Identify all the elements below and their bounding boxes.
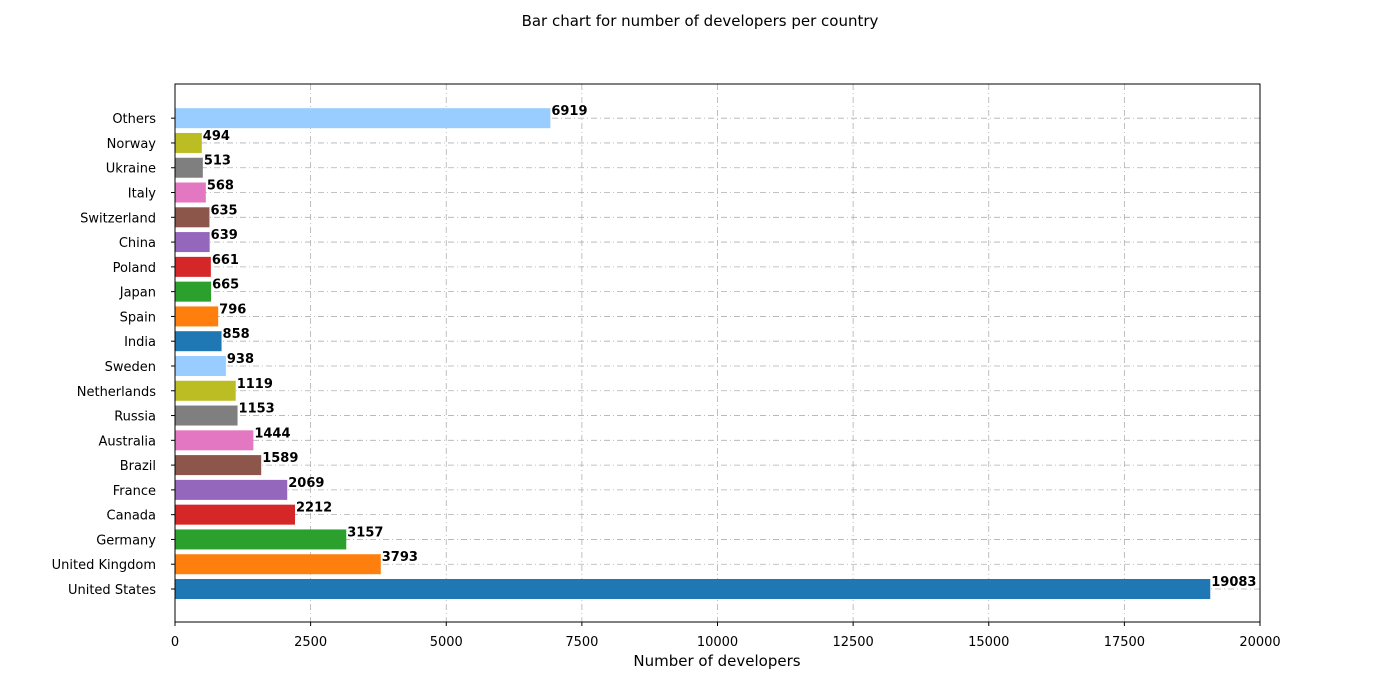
bar [175, 479, 288, 500]
data-label: 1444 [254, 426, 290, 441]
x-tick-label: 0 [171, 635, 179, 650]
data-label: 513 [204, 154, 231, 169]
bars [175, 108, 1211, 599]
x-tick-label: 10000 [697, 635, 738, 650]
data-label: 2212 [296, 501, 332, 516]
y-tick-label: China [119, 236, 156, 251]
grid-lines [175, 84, 1261, 622]
data-label: 3793 [382, 550, 418, 565]
y-tick-label: Netherlands [77, 385, 156, 400]
y-tick-label: Spain [120, 310, 156, 325]
bar [175, 554, 381, 575]
y-tick-label: Brazil [120, 459, 156, 474]
data-label: 665 [212, 278, 239, 293]
bar [175, 182, 206, 203]
y-tick-label: Poland [113, 261, 156, 276]
bar [175, 579, 1211, 599]
bar [175, 331, 222, 352]
y-tick-label: India [124, 335, 156, 350]
data-label: 19083 [1211, 575, 1256, 590]
x-tick-label: 7500 [565, 635, 598, 650]
data-label: 635 [210, 203, 237, 218]
bar [175, 504, 296, 525]
x-tick-label: 2500 [294, 635, 327, 650]
data-labels: 19083 3793 3157 2212 2069 1589 1444 1153 1119 938… [203, 104, 1257, 590]
bar [175, 405, 238, 426]
bar [175, 132, 202, 153]
y-tick-label: United Kingdom [52, 558, 156, 573]
bar [175, 430, 254, 451]
y-tick-label: Australia [98, 434, 156, 449]
y-tick-label: France [113, 484, 156, 499]
y-tick-label: Ukraine [106, 162, 156, 177]
bar [175, 529, 347, 550]
bar [175, 281, 212, 302]
data-label: 2069 [288, 476, 324, 491]
data-label: 639 [211, 228, 238, 243]
y-tick-label: Germany [96, 533, 156, 548]
y-tick-label: Norway [107, 137, 157, 152]
y-tick-label: Others [112, 112, 156, 127]
data-label: 796 [219, 302, 246, 317]
bar [175, 157, 203, 178]
y-tick-label: United States [68, 583, 156, 598]
data-label: 1589 [262, 451, 298, 466]
x-tick-label: 12500 [832, 635, 873, 650]
y-axis-ticks: United States United Kingdom Germany Canada… [52, 112, 175, 598]
y-tick-label: Japan [119, 286, 156, 301]
data-label: 3157 [347, 525, 383, 540]
bar [175, 455, 262, 476]
x-tick-label: 20000 [1239, 635, 1280, 650]
data-label: 1119 [237, 377, 273, 392]
data-label: 6919 [551, 104, 587, 119]
bar [175, 108, 551, 129]
x-axis-label: Number of developers [633, 652, 800, 670]
data-label: 661 [212, 253, 239, 268]
data-label: 568 [207, 179, 234, 194]
bar [175, 355, 226, 376]
y-tick-label: Italy [128, 187, 157, 202]
y-tick-label: Canada [107, 509, 156, 524]
bar [175, 232, 210, 253]
y-tick-label: Sweden [105, 360, 156, 375]
data-label: 938 [227, 352, 254, 367]
bar [175, 380, 236, 401]
bar [175, 256, 211, 277]
x-tick-label: 5000 [430, 635, 463, 650]
data-label: 494 [203, 129, 230, 144]
x-tick-label: 17500 [1104, 635, 1145, 650]
y-tick-label: Russia [114, 410, 156, 425]
bar [175, 306, 219, 327]
x-tick-label: 15000 [968, 635, 1009, 650]
bar [175, 207, 210, 228]
chart-title: Bar chart for number of developers per c… [522, 12, 879, 30]
y-tick-label: Switzerland [80, 211, 156, 226]
x-axis-ticks: 0 2500 5000 7500 10000 12500 15000 17500 20000 [171, 622, 1281, 650]
data-label: 858 [223, 327, 250, 342]
data-label: 1153 [239, 402, 275, 417]
